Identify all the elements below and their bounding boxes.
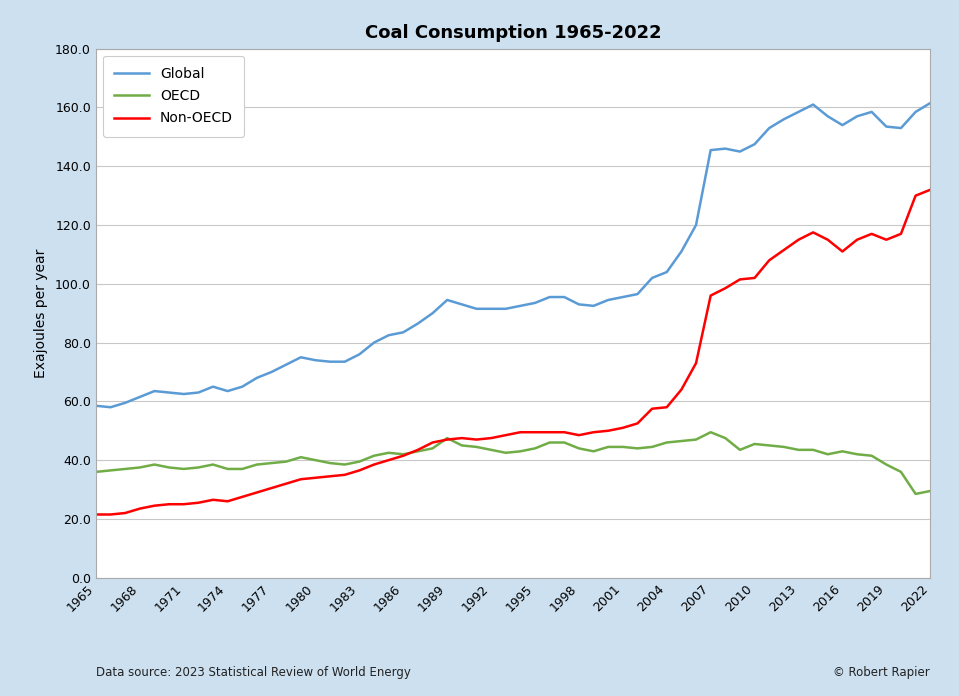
Global <box>924 99 936 107</box>
Non-OECD <box>646 404 658 413</box>
Text: © Robert Rapier: © Robert Rapier <box>833 665 930 679</box>
Global <box>90 402 102 410</box>
Non-OECD <box>705 292 716 300</box>
Global <box>719 145 731 153</box>
OECD <box>280 457 292 466</box>
Line: OECD: OECD <box>96 432 930 494</box>
OECD <box>646 443 658 451</box>
Global <box>895 124 906 132</box>
OECD <box>295 453 307 461</box>
Title: Coal Consumption 1965-2022: Coal Consumption 1965-2022 <box>364 24 662 42</box>
OECD <box>910 490 922 498</box>
Global <box>295 353 307 361</box>
Text: Data source: 2023 Statistical Review of World Energy: Data source: 2023 Statistical Review of … <box>96 665 410 679</box>
Legend: Global, OECD, Non-OECD: Global, OECD, Non-OECD <box>103 56 244 136</box>
Non-OECD <box>280 480 292 488</box>
OECD <box>719 434 731 442</box>
Global <box>661 268 672 276</box>
Global <box>807 100 819 109</box>
Non-OECD <box>793 235 805 244</box>
Global <box>105 403 116 411</box>
OECD <box>924 487 936 495</box>
Line: Global: Global <box>96 103 930 407</box>
Non-OECD <box>895 230 906 238</box>
OECD <box>90 468 102 476</box>
OECD <box>705 428 716 436</box>
OECD <box>880 460 892 468</box>
Global <box>310 356 321 365</box>
Line: Non-OECD: Non-OECD <box>96 190 930 514</box>
Y-axis label: Exajoules per year: Exajoules per year <box>35 248 48 378</box>
Non-OECD <box>295 475 307 484</box>
Non-OECD <box>924 186 936 194</box>
Non-OECD <box>90 510 102 519</box>
OECD <box>807 445 819 454</box>
